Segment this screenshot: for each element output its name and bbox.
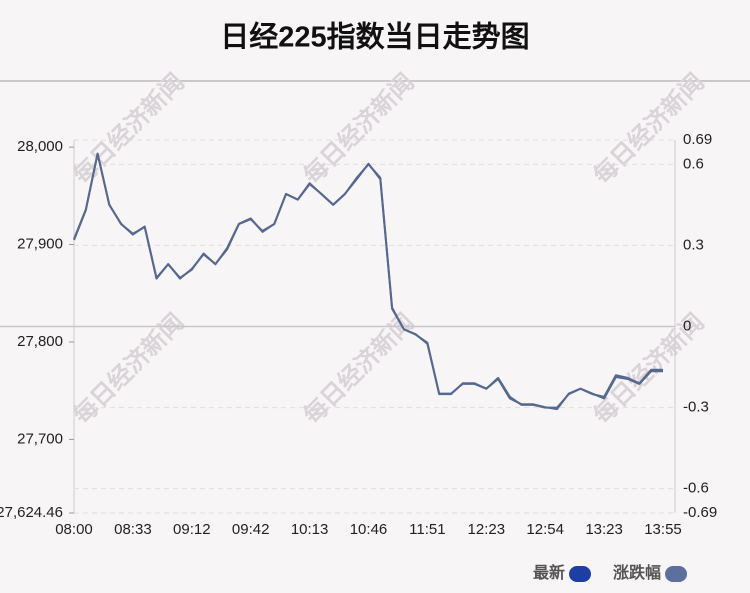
- legend-swatch: [665, 566, 688, 582]
- y2-tick-label: -0.69: [683, 504, 717, 521]
- y2-tick-label: 0.3: [683, 236, 704, 253]
- y-tick-label: 27,800: [17, 333, 63, 350]
- legend-label: 最新: [533, 563, 565, 582]
- y2-tick-label: -0.6: [683, 480, 709, 497]
- y-tick-label: 28,000: [17, 138, 63, 155]
- y-tick-label: 27,624.46: [0, 504, 63, 521]
- x-tick-label: 08:00: [55, 521, 93, 538]
- y2-tick-label: 0.69: [683, 131, 712, 148]
- series-line: [73, 152, 663, 409]
- x-tick-label: 11:51: [409, 521, 445, 538]
- legend-swatch: [569, 566, 592, 582]
- y2-tick-label: -0.3: [683, 399, 709, 416]
- chart-title: 日经225指数当日走势图: [220, 20, 529, 54]
- y-tick-label: 27,900: [17, 236, 63, 253]
- x-tick-label: 12:23: [468, 521, 506, 538]
- legend-label: 涨跌幅: [613, 563, 661, 582]
- x-tick-label: 13:55: [644, 521, 682, 538]
- y-tick-label: 27,700: [17, 430, 63, 447]
- x-tick-label: 12:54: [526, 521, 564, 538]
- y2-tick-label: 0.6: [683, 155, 704, 172]
- x-tick-label: 10:13: [291, 521, 329, 538]
- x-tick-label: 09:12: [173, 521, 211, 538]
- x-tick-label: 09:42: [232, 521, 270, 538]
- y2-tick-label: 0: [683, 317, 691, 334]
- x-tick-label: 10:46: [350, 521, 388, 538]
- x-tick-label: 08:33: [114, 521, 152, 538]
- x-tick-label: 13:23: [585, 521, 623, 538]
